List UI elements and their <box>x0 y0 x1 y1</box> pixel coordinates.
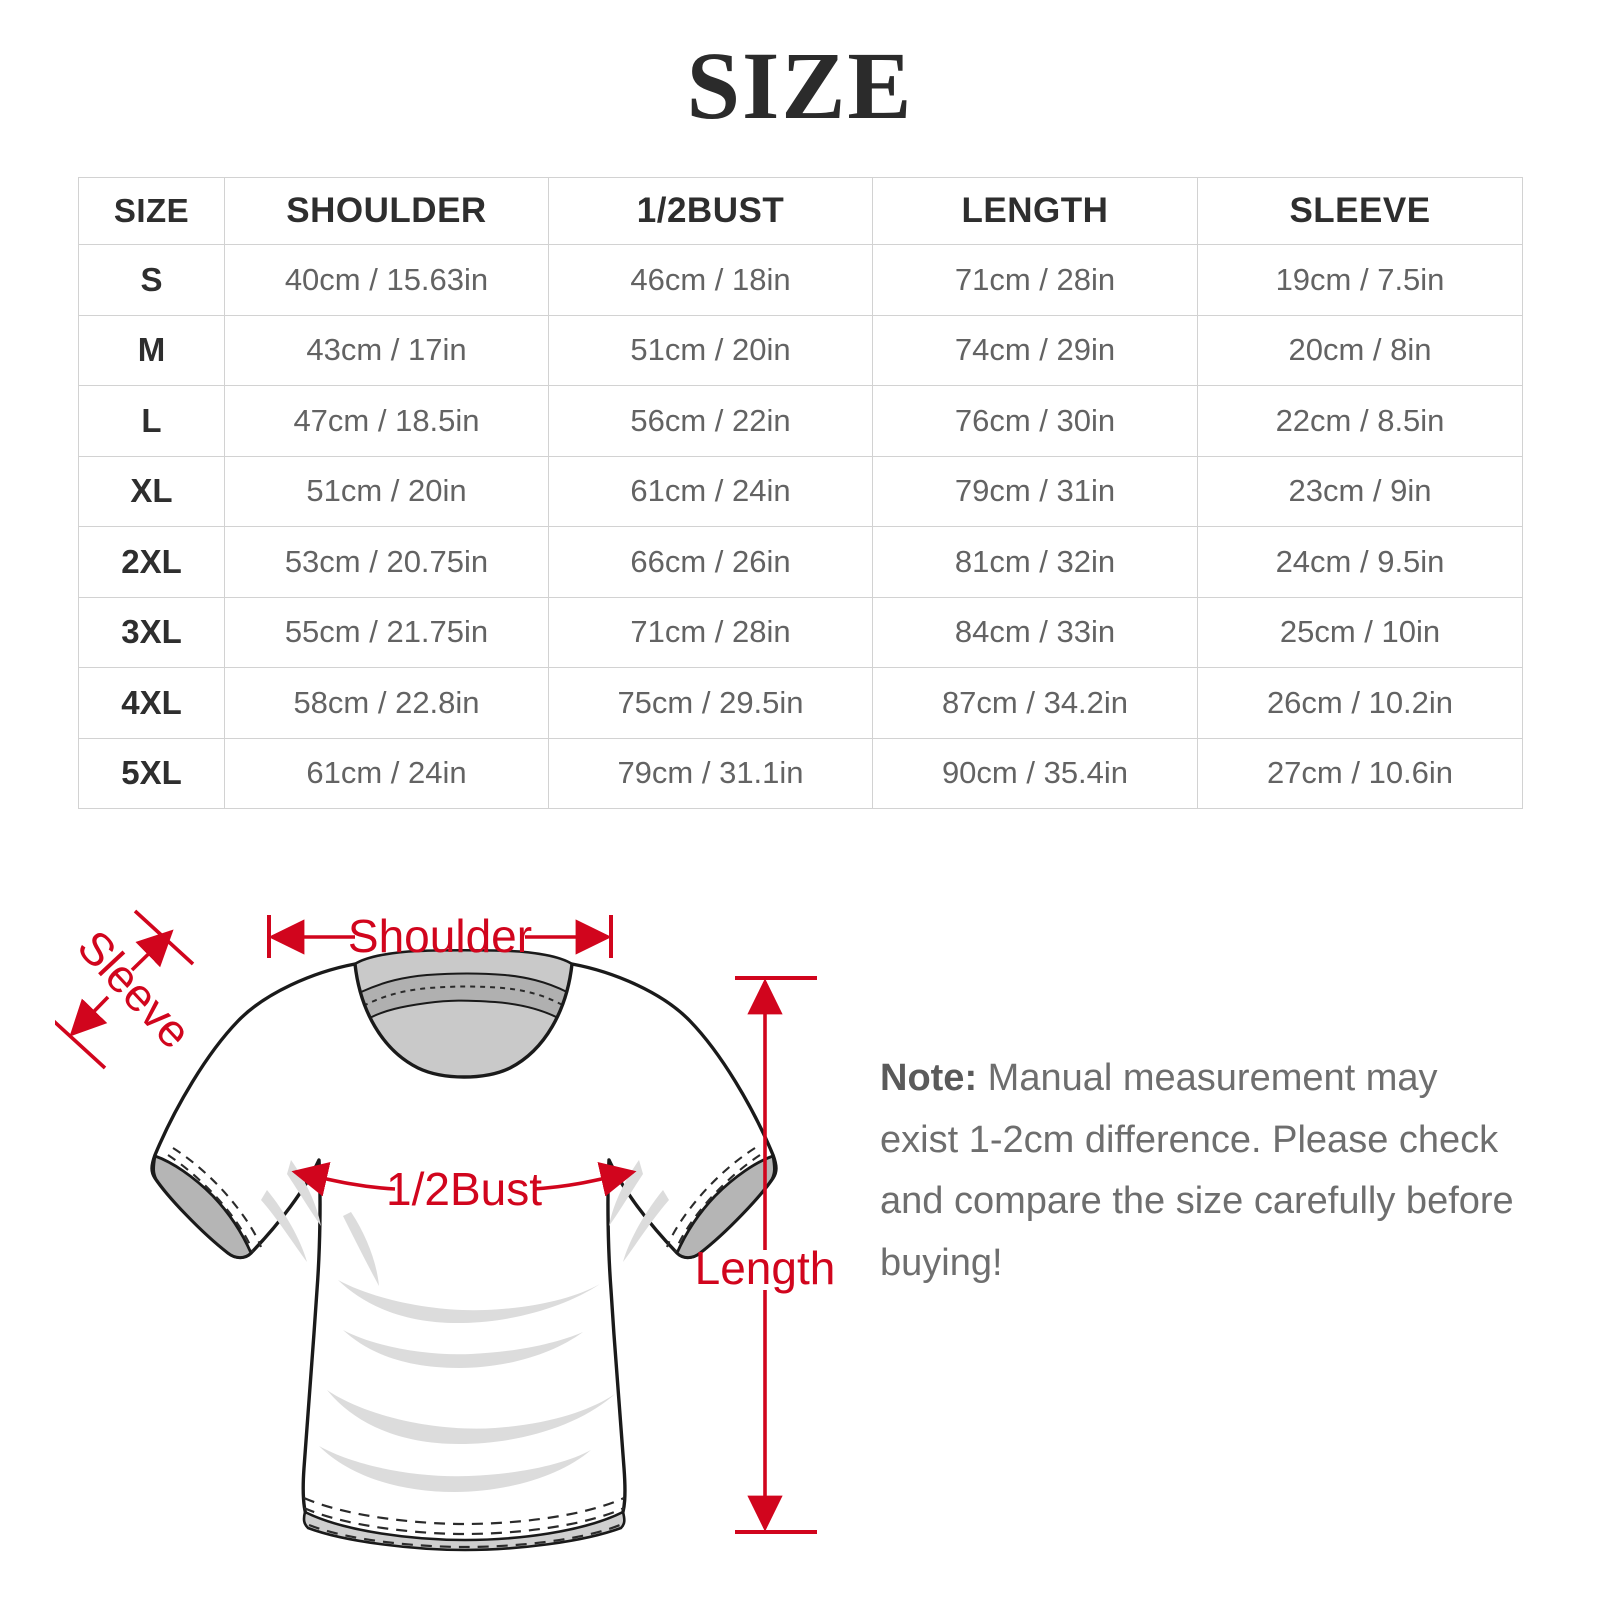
size-chart-table: SIZE SHOULDER 1/2BUST LENGTH SLEEVE S 40… <box>78 177 1523 809</box>
left-sleeve-cuff-interior <box>152 1154 253 1259</box>
hem-band-interior <box>302 1510 626 1552</box>
hem-stitch-mid <box>303 1506 625 1536</box>
cell-size: XL <box>78 455 225 527</box>
cell-sleeve: 26cm / 10.2in <box>1197 667 1523 739</box>
cell-length: 81cm / 32in <box>872 526 1198 598</box>
cell-length: 74cm / 29in <box>872 314 1198 386</box>
cell-size: 2XL <box>78 526 225 598</box>
shoulder-label: Shoulder <box>348 910 532 962</box>
cell-shoulder: 61cm / 24in <box>224 737 549 809</box>
column-header-size: SIZE <box>78 177 225 245</box>
half-bust-arrow-left <box>291 1161 396 1197</box>
half-bust-dimension-group: 1/2Bust <box>291 1161 637 1215</box>
cell-size: 4XL <box>78 667 225 739</box>
cell-half-bust: 79cm / 31.1in <box>548 737 873 809</box>
table-body: S 40cm / 15.63in 46cm / 18in 71cm / 28in… <box>78 244 1523 809</box>
note-text: Manual measurement may exist 1-2cm diffe… <box>880 1057 1514 1284</box>
cell-length: 71cm / 28in <box>872 244 1198 316</box>
table-row: 3XL 55cm / 21.75in 71cm / 28in 84cm / 33… <box>78 596 1523 668</box>
cell-sleeve: 23cm / 9in <box>1197 455 1523 527</box>
measurement-diagram: Shoulder Sleeve 1/2Bust Length <box>0 840 1600 1580</box>
cell-size: M <box>78 314 225 386</box>
sleeve-arrow-upper <box>130 929 174 972</box>
tshirt-body-group <box>150 948 778 1552</box>
cell-size: 5XL <box>78 737 225 809</box>
sleeve-tick-lower <box>55 1019 107 1070</box>
cell-shoulder: 58cm / 22.8in <box>224 667 549 739</box>
note-label: Note: <box>880 1057 978 1099</box>
hem-stitch-upper <box>303 1496 625 1526</box>
cell-sleeve: 20cm / 8in <box>1197 314 1523 386</box>
cell-shoulder: 40cm / 15.63in <box>224 244 549 316</box>
cell-half-bust: 61cm / 24in <box>548 455 873 527</box>
table-row: 4XL 58cm / 22.8in 75cm / 29.5in 87cm / 3… <box>78 667 1523 739</box>
cell-shoulder: 53cm / 20.75in <box>224 526 549 598</box>
cell-sleeve: 27cm / 10.6in <box>1197 737 1523 809</box>
table-header: SIZE SHOULDER 1/2BUST LENGTH SLEEVE <box>78 177 1523 245</box>
cell-shoulder: 47cm / 18.5in <box>224 385 549 457</box>
sleeve-arrow-lower <box>69 995 110 1037</box>
column-header-shoulder: SHOULDER <box>224 177 549 245</box>
half-bust-arrow-right <box>532 1161 637 1197</box>
cell-size: L <box>78 385 225 457</box>
right-sleeve-cuff-interior <box>675 1154 776 1259</box>
table-row: L 47cm / 18.5in 56cm / 22in 76cm / 30in … <box>78 385 1523 457</box>
cell-half-bust: 51cm / 20in <box>548 314 873 386</box>
size-chart-table-container: SIZE SHOULDER 1/2BUST LENGTH SLEEVE S 40… <box>78 177 1523 809</box>
hem-stitch-lower <box>308 1523 621 1549</box>
table-row: 2XL 53cm / 20.75in 66cm / 26in 81cm / 32… <box>78 526 1523 598</box>
column-header-sleeve: SLEEVE <box>1197 177 1523 245</box>
cell-sleeve: 22cm / 8.5in <box>1197 385 1523 457</box>
cell-length: 84cm / 33in <box>872 596 1198 668</box>
table-row: M 43cm / 17in 51cm / 20in 74cm / 29in 20… <box>78 314 1523 386</box>
cell-length: 87cm / 34.2in <box>872 667 1198 739</box>
table-row: S 40cm / 15.63in 46cm / 18in 71cm / 28in… <box>78 244 1523 316</box>
right-cuff-stitch-1 <box>674 1154 761 1253</box>
length-label: Length <box>695 1242 836 1294</box>
cell-half-bust: 75cm / 29.5in <box>548 667 873 739</box>
cell-sleeve: 25cm / 10in <box>1197 596 1523 668</box>
cell-sleeve: 19cm / 7.5in <box>1197 244 1523 316</box>
cell-sleeve: 24cm / 9.5in <box>1197 526 1523 598</box>
table-row: XL 51cm / 20in 61cm / 24in 79cm / 31in 2… <box>78 455 1523 527</box>
cell-length: 90cm / 35.4in <box>872 737 1198 809</box>
cell-half-bust: 56cm / 22in <box>548 385 873 457</box>
measurement-note: Note: Manual measurement may exist 1-2cm… <box>880 1048 1520 1294</box>
cell-half-bust: 66cm / 26in <box>548 526 873 598</box>
half-bust-label: 1/2Bust <box>386 1163 542 1215</box>
cell-length: 76cm / 30in <box>872 385 1198 457</box>
length-dimension-group: Length <box>695 976 836 1534</box>
right-cuff-stitch-2 <box>666 1147 756 1248</box>
cell-size: 3XL <box>78 596 225 668</box>
shoulder-dimension-group: Shoulder <box>267 910 613 962</box>
column-header-length: LENGTH <box>872 177 1198 245</box>
table-row: 5XL 61cm / 24in 79cm / 31.1in 90cm / 35.… <box>78 737 1523 809</box>
cell-shoulder: 43cm / 17in <box>224 314 549 386</box>
sleeve-dimension-group: Sleeve <box>55 909 202 1070</box>
cell-size: S <box>78 244 225 316</box>
cell-half-bust: 46cm / 18in <box>548 244 873 316</box>
page-title: SIZE <box>686 32 914 139</box>
cell-shoulder: 55cm / 21.75in <box>224 596 549 668</box>
cell-half-bust: 71cm / 28in <box>548 596 873 668</box>
fabric-shading <box>261 1160 669 1492</box>
sleeve-label: Sleeve <box>68 920 202 1058</box>
tshirt-illustration: Shoulder Sleeve 1/2Bust Length <box>55 909 836 1552</box>
left-cuff-stitch-1 <box>167 1154 254 1253</box>
table-header-row: SIZE SHOULDER 1/2BUST LENGTH SLEEVE <box>78 177 1523 245</box>
cell-shoulder: 51cm / 20in <box>224 455 549 527</box>
cell-length: 79cm / 31in <box>872 455 1198 527</box>
left-cuff-stitch-2 <box>172 1147 262 1248</box>
column-header-half-bust: 1/2BUST <box>548 177 873 245</box>
